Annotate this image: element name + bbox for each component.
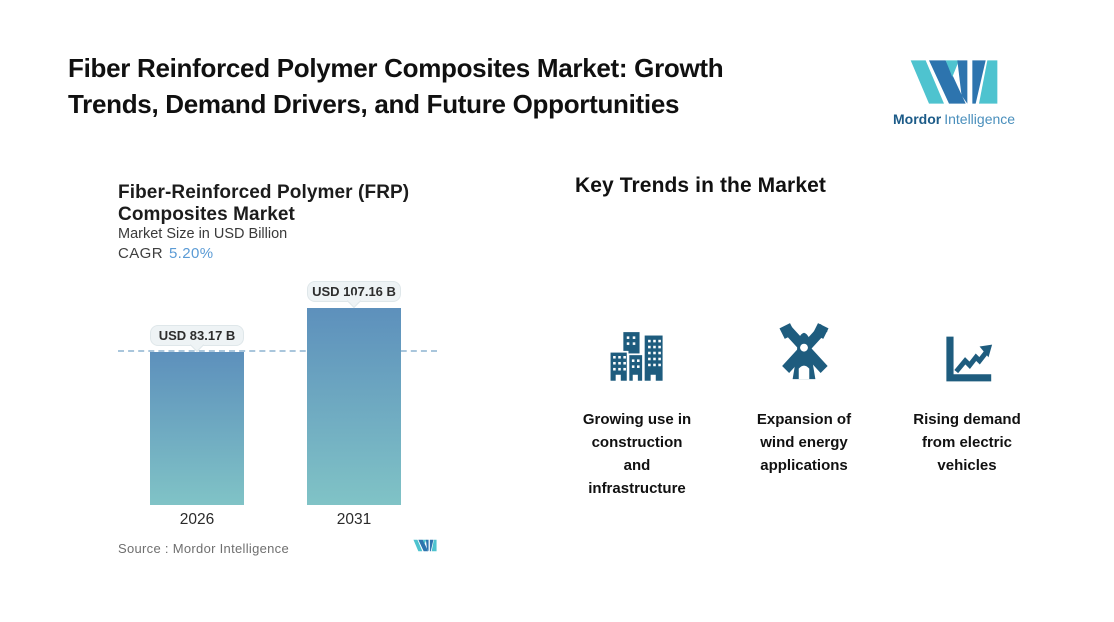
chart-subtitle: Market Size in USD Billion xyxy=(118,226,288,242)
page-title: Fiber Reinforced Polymer Composites Mark… xyxy=(68,50,888,122)
x-axis-label-2026: 2026 xyxy=(179,511,215,528)
trend-item-wind-energy: Expansion of wind energy applications xyxy=(729,318,879,477)
source-text: Source : Mordor Intelligence xyxy=(118,541,289,556)
cagr-value: 5.20% xyxy=(168,245,214,262)
buildings-icon xyxy=(563,318,711,384)
page-title-line2: Trends, Demand Drivers, and Future Oppor… xyxy=(68,89,680,119)
brand-name: Mordor Intelligence xyxy=(893,111,1015,127)
chart-title-line2: Composites Market xyxy=(118,204,295,225)
reference-dashed-line xyxy=(118,350,437,352)
mordor-intelligence-logo-small-icon xyxy=(413,539,437,557)
trend-item-electric-vehicles: Rising demand from electric vehicles xyxy=(888,318,1046,477)
x-axis-label-2031: 2031 xyxy=(336,511,372,528)
trends-heading: Key Trends in the Market xyxy=(575,174,826,197)
mordor-intelligence-logo-icon xyxy=(893,58,1015,106)
trend-chart-icon xyxy=(888,318,1046,384)
source-label: Source : xyxy=(118,540,169,556)
bar-value-callout-2026: USD 83.17 B xyxy=(150,325,244,346)
bar-2031 xyxy=(307,308,401,505)
trend-caption: Growing use in construction and infrastr… xyxy=(582,411,692,497)
chart-cagr: CAGR 5.20% xyxy=(118,245,213,262)
trend-item-construction: Growing use in construction and infrastr… xyxy=(563,318,711,500)
chart-source-row: Source : Mordor Intelligence xyxy=(118,538,437,558)
chart-title-line1: Fiber-Reinforced Polymer (FRP) xyxy=(118,182,410,203)
brand-logo: Mordor Intelligence xyxy=(893,58,1015,127)
brand-name-primary: Mordor xyxy=(893,111,942,127)
bar-value-callout-2031: USD 107.16 B xyxy=(307,281,401,302)
bar-chart-plot: USD 83.17 B USD 107.16 B 2026 2031 xyxy=(118,270,437,528)
page-title-line1: Fiber Reinforced Polymer Composites Mark… xyxy=(68,53,724,83)
trend-caption: Expansion of wind energy applications xyxy=(756,411,852,474)
source-value: Mordor Intelligence xyxy=(172,540,290,556)
cagr-label: CAGR xyxy=(118,245,163,262)
windmill-icon xyxy=(729,318,879,384)
brand-name-secondary: Intelligence xyxy=(944,111,1016,127)
bar-2026 xyxy=(150,352,244,505)
chart-title: Fiber-Reinforced Polymer (FRP) Composite… xyxy=(118,182,409,226)
trend-caption: Rising demand from electric vehicles xyxy=(913,411,1021,474)
